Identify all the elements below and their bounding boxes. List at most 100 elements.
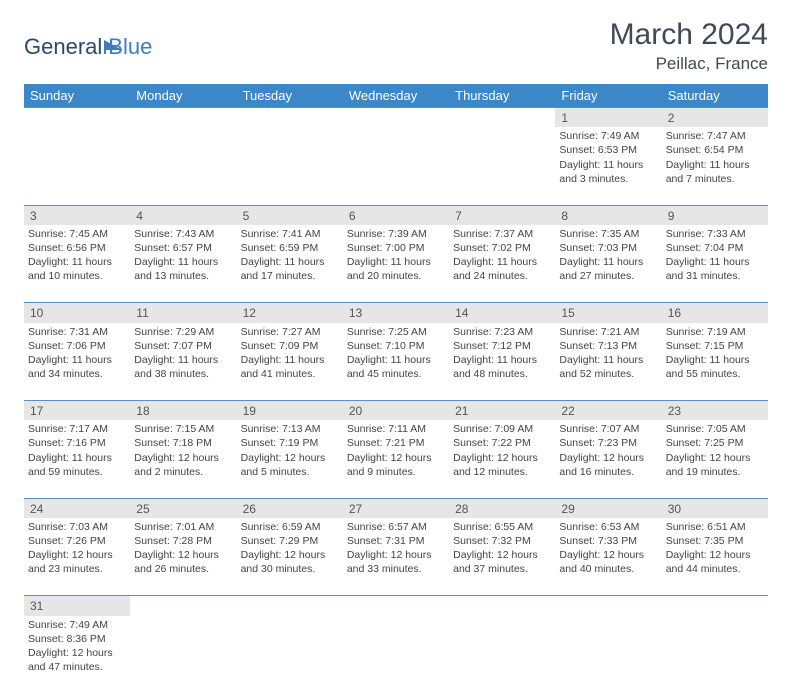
day-number: 26: [243, 502, 256, 516]
day-number-cell: [130, 108, 236, 128]
day-number: 18: [136, 404, 149, 418]
day-header: Monday: [130, 84, 236, 108]
day-number-cell: 24: [24, 498, 130, 518]
sunrise-text: Sunrise: 7:27 AM: [241, 325, 339, 339]
day-number-cell: [24, 108, 130, 128]
day-number-cell: [662, 596, 768, 616]
sunset-text: Sunset: 7:04 PM: [666, 241, 764, 255]
daylight-text: Daylight: 12 hours and 5 minutes.: [241, 451, 339, 479]
daylight-text: Daylight: 12 hours and 19 minutes.: [666, 451, 764, 479]
daylight-text: Daylight: 11 hours and 48 minutes.: [453, 353, 551, 381]
day-number: 7: [455, 209, 462, 223]
daylight-text: Daylight: 11 hours and 59 minutes.: [28, 451, 126, 479]
day-detail-cell: Sunrise: 7:03 AMSunset: 7:26 PMDaylight:…: [24, 518, 130, 596]
day-detail-cell: Sunrise: 7:19 AMSunset: 7:15 PMDaylight:…: [662, 323, 768, 401]
month-title: March 2024: [610, 18, 768, 52]
day-number-cell: 2: [662, 108, 768, 128]
sunset-text: Sunset: 6:53 PM: [559, 143, 657, 157]
daylight-text: Daylight: 11 hours and 55 minutes.: [666, 353, 764, 381]
daylight-text: Daylight: 11 hours and 52 minutes.: [559, 353, 657, 381]
day-number-cell: [449, 108, 555, 128]
sunrise-text: Sunrise: 7:49 AM: [559, 129, 657, 143]
day-detail-cell: Sunrise: 7:41 AMSunset: 6:59 PMDaylight:…: [237, 225, 343, 303]
day-number-cell: 7: [449, 205, 555, 225]
day-number: 31: [30, 599, 43, 613]
detail-row: Sunrise: 7:17 AMSunset: 7:16 PMDaylight:…: [24, 420, 768, 498]
day-detail-cell: Sunrise: 6:53 AMSunset: 7:33 PMDaylight:…: [555, 518, 661, 596]
daylight-text: Daylight: 11 hours and 24 minutes.: [453, 255, 551, 283]
day-detail-cell: Sunrise: 7:35 AMSunset: 7:03 PMDaylight:…: [555, 225, 661, 303]
day-number-cell: 16: [662, 303, 768, 323]
daylight-text: Daylight: 11 hours and 45 minutes.: [347, 353, 445, 381]
sunrise-text: Sunrise: 7:47 AM: [666, 129, 764, 143]
day-number: 29: [561, 502, 574, 516]
sunset-text: Sunset: 7:09 PM: [241, 339, 339, 353]
day-number-cell: 18: [130, 401, 236, 421]
day-number-cell: 1: [555, 108, 661, 128]
day-number-cell: 20: [343, 401, 449, 421]
day-number: 23: [668, 404, 681, 418]
sunrise-text: Sunrise: 7:23 AM: [453, 325, 551, 339]
day-detail-cell: Sunrise: 7:11 AMSunset: 7:21 PMDaylight:…: [343, 420, 449, 498]
sunset-text: Sunset: 7:28 PM: [134, 534, 232, 548]
day-number: 15: [561, 306, 574, 320]
day-number-cell: 26: [237, 498, 343, 518]
day-number: 11: [136, 306, 148, 320]
day-detail-cell: Sunrise: 7:33 AMSunset: 7:04 PMDaylight:…: [662, 225, 768, 303]
sunset-text: Sunset: 7:07 PM: [134, 339, 232, 353]
sunset-text: Sunset: 7:15 PM: [666, 339, 764, 353]
day-detail-cell: Sunrise: 7:27 AMSunset: 7:09 PMDaylight:…: [237, 323, 343, 401]
day-number-cell: 14: [449, 303, 555, 323]
day-number-cell: 12: [237, 303, 343, 323]
sunset-text: Sunset: 7:23 PM: [559, 436, 657, 450]
calendar-table: Sunday Monday Tuesday Wednesday Thursday…: [24, 84, 768, 694]
sunrise-text: Sunrise: 7:15 AM: [134, 422, 232, 436]
location: Peillac, France: [610, 54, 768, 74]
day-number: 27: [349, 502, 362, 516]
sunset-text: Sunset: 7:00 PM: [347, 241, 445, 255]
detail-row: Sunrise: 7:49 AMSunset: 8:36 PMDaylight:…: [24, 616, 768, 694]
day-detail-cell: Sunrise: 6:51 AMSunset: 7:35 PMDaylight:…: [662, 518, 768, 596]
daylight-text: Daylight: 12 hours and 26 minutes.: [134, 548, 232, 576]
sunrise-text: Sunrise: 7:39 AM: [347, 227, 445, 241]
sunset-text: Sunset: 7:22 PM: [453, 436, 551, 450]
day-number-cell: 17: [24, 401, 130, 421]
day-detail-cell: Sunrise: 6:59 AMSunset: 7:29 PMDaylight:…: [237, 518, 343, 596]
day-detail-cell: Sunrise: 7:31 AMSunset: 7:06 PMDaylight:…: [24, 323, 130, 401]
day-header-row: Sunday Monday Tuesday Wednesday Thursday…: [24, 84, 768, 108]
day-detail-cell: Sunrise: 7:49 AMSunset: 8:36 PMDaylight:…: [24, 616, 130, 694]
sunrise-text: Sunrise: 7:41 AM: [241, 227, 339, 241]
detail-row: Sunrise: 7:49 AMSunset: 6:53 PMDaylight:…: [24, 127, 768, 205]
sunset-text: Sunset: 6:57 PM: [134, 241, 232, 255]
day-number-cell: 19: [237, 401, 343, 421]
day-number: 8: [561, 209, 568, 223]
day-number-cell: 3: [24, 205, 130, 225]
day-number-cell: 29: [555, 498, 661, 518]
daylight-text: Daylight: 12 hours and 33 minutes.: [347, 548, 445, 576]
day-detail-cell: Sunrise: 7:29 AMSunset: 7:07 PMDaylight:…: [130, 323, 236, 401]
daynum-row: 24252627282930: [24, 498, 768, 518]
day-number-cell: 4: [130, 205, 236, 225]
day-detail-cell: [343, 127, 449, 205]
sunrise-text: Sunrise: 7:33 AM: [666, 227, 764, 241]
daylight-text: Daylight: 11 hours and 31 minutes.: [666, 255, 764, 283]
sunset-text: Sunset: 7:18 PM: [134, 436, 232, 450]
sunrise-text: Sunrise: 7:25 AM: [347, 325, 445, 339]
sunrise-text: Sunrise: 6:57 AM: [347, 520, 445, 534]
daynum-row: 17181920212223: [24, 401, 768, 421]
sunset-text: Sunset: 7:03 PM: [559, 241, 657, 255]
day-detail-cell: Sunrise: 7:05 AMSunset: 7:25 PMDaylight:…: [662, 420, 768, 498]
sunset-text: Sunset: 7:25 PM: [666, 436, 764, 450]
day-detail-cell: Sunrise: 7:25 AMSunset: 7:10 PMDaylight:…: [343, 323, 449, 401]
logo: General Blue: [24, 18, 152, 60]
sunset-text: Sunset: 7:12 PM: [453, 339, 551, 353]
day-detail-cell: Sunrise: 7:07 AMSunset: 7:23 PMDaylight:…: [555, 420, 661, 498]
sunset-text: Sunset: 7:35 PM: [666, 534, 764, 548]
day-number: 30: [668, 502, 681, 516]
day-number-cell: 21: [449, 401, 555, 421]
daylight-text: Daylight: 12 hours and 16 minutes.: [559, 451, 657, 479]
day-number: 16: [668, 306, 681, 320]
day-detail-cell: Sunrise: 7:37 AMSunset: 7:02 PMDaylight:…: [449, 225, 555, 303]
daylight-text: Daylight: 11 hours and 27 minutes.: [559, 255, 657, 283]
day-number-cell: [237, 108, 343, 128]
